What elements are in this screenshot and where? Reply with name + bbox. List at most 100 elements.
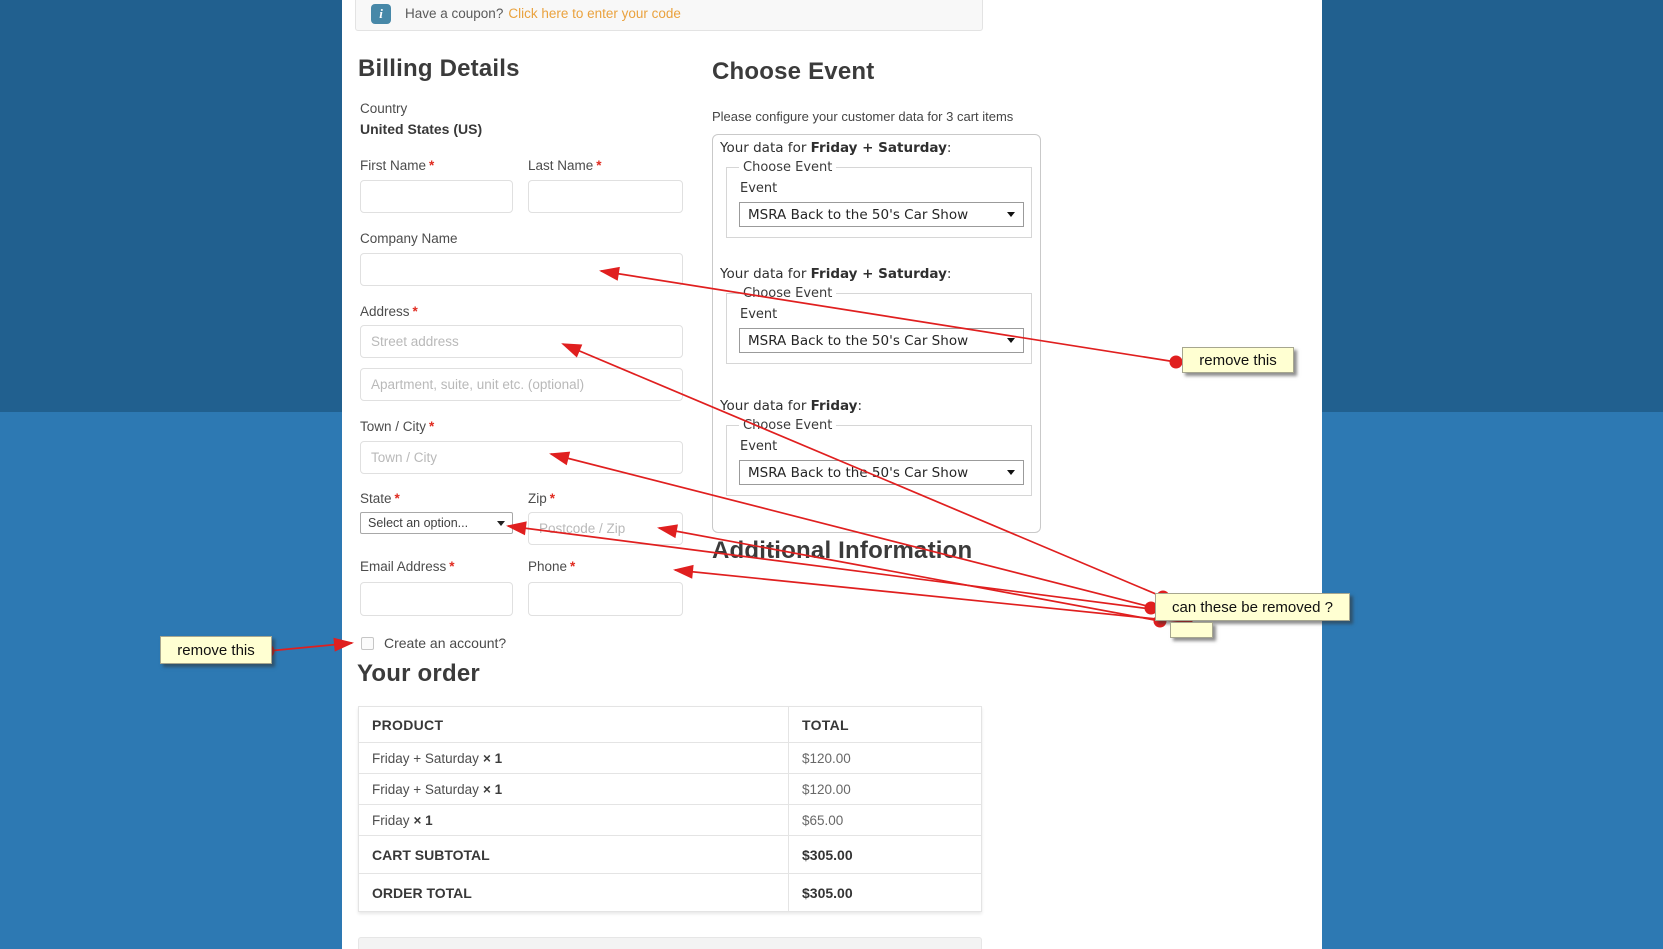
choose-event-legend: Choose Event [743, 160, 833, 175]
required-asterisk: * [570, 559, 576, 574]
first-name-label: First Name * [360, 158, 434, 173]
apartment-input[interactable] [360, 368, 683, 401]
product-name: Friday + Saturday [372, 781, 479, 797]
state-label: State * [360, 491, 400, 506]
order-item-total: $65.00 [788, 804, 982, 836]
first-name-input[interactable] [360, 180, 513, 213]
order-table-header-row: PRODUCT TOTAL [358, 706, 982, 743]
background-left-top [0, 0, 342, 412]
town-city-input[interactable] [360, 441, 683, 474]
zip-input[interactable] [528, 512, 683, 545]
event-select-value: MSRA Back to the 50's Car Show [748, 332, 969, 349]
choose-event-legend: Choose Event [743, 286, 833, 301]
required-asterisk: * [412, 304, 418, 319]
cart-subtotal-row: CART SUBTOTAL $305.00 [358, 835, 982, 874]
event-group-title: Your data for Friday + Saturday: [720, 140, 1034, 156]
zip-label: Zip * [528, 491, 555, 506]
remove-this-note-left: remove this [160, 636, 272, 664]
order-item-name: Friday + Saturday × 1 [358, 742, 789, 774]
product-name: Friday + Saturday [372, 750, 479, 766]
payment-section-top [358, 937, 982, 949]
order-total-row: ORDER TOTAL $305.00 [358, 873, 982, 912]
required-asterisk: * [394, 491, 400, 506]
event-group: Your data for Friday + Saturday: Choose … [720, 266, 1034, 364]
event-group: Your data for Friday + Saturday: Choose … [720, 140, 1034, 238]
event-select[interactable]: MSRA Back to the 50's Car Show [739, 460, 1024, 485]
address-label-text: Address [360, 304, 410, 319]
your-order-title: Your order [357, 660, 480, 687]
order-item-name: Friday + Saturday × 1 [358, 773, 789, 805]
info-icon: i [371, 3, 391, 24]
street-address-input[interactable] [360, 325, 683, 358]
group-title-colon: : [946, 140, 952, 156]
product-quantity: × 1 [482, 750, 503, 766]
product-column-header: PRODUCT [358, 706, 789, 743]
group-title-colon: : [946, 266, 952, 282]
last-name-input[interactable] [528, 180, 683, 213]
can-these-be-removed-note: can these be removed ? [1155, 593, 1350, 621]
billing-details-title: Billing Details [358, 55, 520, 82]
chevron-down-icon [497, 520, 505, 526]
event-group-title: Your data for Friday: [720, 398, 1034, 414]
order-item-total: $120.00 [788, 773, 982, 805]
email-label-text: Email Address [360, 559, 447, 574]
configure-note: Please configure your customer data for … [712, 109, 1014, 124]
cart-subtotal-value: $305.00 [788, 835, 982, 874]
company-name-label: Company Name [360, 231, 458, 246]
event-label: Event [740, 439, 778, 454]
group-title-item: Friday + Saturday [810, 140, 947, 156]
state-select-value: Select an option... [368, 516, 469, 530]
order-item-total: $120.00 [788, 742, 982, 774]
create-account-label: Create an account? [384, 635, 507, 651]
create-account-checkbox[interactable] [361, 637, 374, 650]
order-item-row: Friday + Saturday × 1 $120.00 [358, 742, 982, 774]
background-left-bottom [0, 412, 342, 949]
event-group: Your data for Friday: Choose Event Event… [720, 398, 1034, 496]
event-label: Event [740, 181, 778, 196]
email-input[interactable] [360, 582, 513, 616]
choose-event-legend: Choose Event [743, 418, 833, 433]
group-title-item: Friday + Saturday [810, 266, 947, 282]
order-item-row: Friday + Saturday × 1 $120.00 [358, 773, 982, 805]
coupon-text: Have a coupon? [405, 6, 504, 21]
town-city-label-text: Town / City [360, 419, 427, 434]
phone-label-text: Phone [528, 559, 568, 574]
choose-event-fieldset: Choose Event Event MSRA Back to the 50's… [726, 286, 1032, 364]
coupon-link[interactable]: Click here to enter your code [508, 6, 681, 21]
background-right-bottom [1322, 412, 1663, 949]
coupon-banner: i Have a coupon? Click here to enter you… [355, 0, 983, 31]
group-title-colon: : [857, 398, 863, 414]
order-total-value: $305.00 [788, 873, 982, 912]
chevron-down-icon [1007, 338, 1015, 343]
group-title-prefix: Your data for [720, 398, 811, 414]
company-name-input[interactable] [360, 253, 683, 286]
required-asterisk: * [429, 419, 435, 434]
required-asterisk: * [549, 491, 556, 506]
town-city-label: Town / City * [360, 419, 434, 434]
event-select[interactable]: MSRA Back to the 50's Car Show [739, 202, 1024, 227]
state-select[interactable]: Select an option... [360, 512, 513, 534]
required-asterisk: * [449, 559, 455, 574]
cart-subtotal-label: CART SUBTOTAL [358, 835, 789, 874]
order-table: PRODUCT TOTAL Friday + Saturday × 1 $120.… [358, 706, 982, 912]
choose-event-fieldset: Choose Event Event MSRA Back to the 50's… [726, 418, 1032, 496]
state-label-text: State [360, 491, 392, 506]
product-name: Friday [372, 812, 410, 828]
product-quantity: × 1 [482, 781, 503, 797]
required-asterisk: * [429, 158, 435, 173]
address-label: Address * [360, 304, 418, 319]
event-select-value: MSRA Back to the 50's Car Show [748, 206, 969, 223]
small-yellow-box [1170, 622, 1213, 638]
event-select[interactable]: MSRA Back to the 50's Car Show [739, 328, 1024, 353]
event-label: Event [740, 307, 778, 322]
phone-input[interactable] [528, 582, 683, 616]
order-item-row: Friday × 1 $65.00 [358, 804, 982, 836]
group-title-prefix: Your data for [720, 266, 811, 282]
total-column-header: TOTAL [788, 706, 982, 743]
order-item-name: Friday × 1 [358, 804, 789, 836]
country-value: United States (US) [360, 121, 483, 137]
first-name-label-text: First Name [360, 158, 427, 173]
event-group-title: Your data for Friday + Saturday: [720, 266, 1034, 282]
group-title-prefix: Your data for [720, 140, 811, 156]
